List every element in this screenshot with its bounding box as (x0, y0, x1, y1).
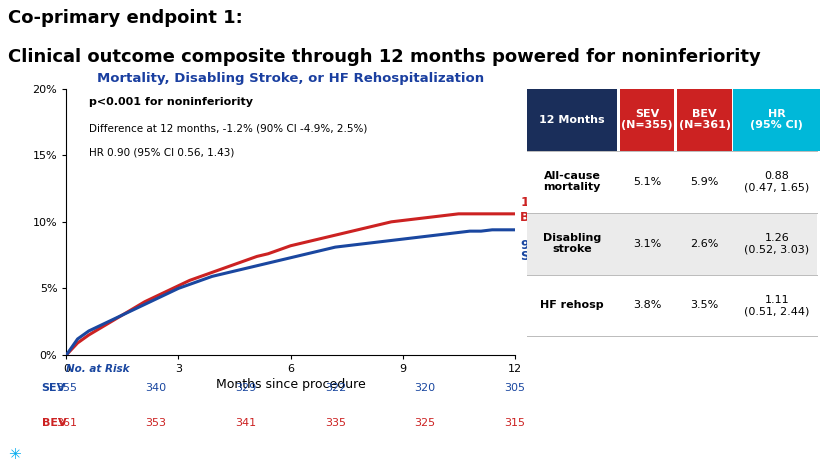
Text: SMART Trial: SMART Trial (46, 448, 129, 461)
Text: BEV: BEV (520, 212, 548, 225)
Text: 9.4%: 9.4% (520, 239, 554, 252)
Text: 335: 335 (325, 418, 346, 428)
Text: HR 0.90 (95% CI 0.56, 1.43): HR 0.90 (95% CI 0.56, 1.43) (89, 147, 234, 157)
X-axis label: Months since procedure: Months since procedure (216, 378, 365, 391)
Text: 12 Months: 12 Months (540, 115, 605, 125)
Text: 305: 305 (504, 383, 525, 393)
Text: HF rehosp: HF rehosp (540, 300, 604, 311)
FancyBboxPatch shape (677, 89, 732, 151)
Text: No. at Risk: No. at Risk (66, 363, 130, 374)
Text: BEV
(N=361): BEV (N=361) (679, 109, 730, 130)
Text: Disabling
stroke: Disabling stroke (543, 233, 601, 255)
Text: 3.5%: 3.5% (691, 300, 719, 311)
FancyBboxPatch shape (527, 275, 818, 336)
Text: 315: 315 (504, 418, 525, 428)
Text: 355: 355 (56, 383, 77, 393)
Title: Mortality, Disabling Stroke, or HF Rehospitalization: Mortality, Disabling Stroke, or HF Rehos… (97, 72, 484, 85)
Text: 341: 341 (235, 418, 256, 428)
Text: SEV
(N=355): SEV (N=355) (622, 109, 673, 130)
Text: HR
(95% CI): HR (95% CI) (750, 109, 803, 130)
Text: 10.6%: 10.6% (520, 196, 564, 208)
Text: 3.8%: 3.8% (633, 300, 662, 311)
FancyBboxPatch shape (527, 89, 617, 151)
FancyBboxPatch shape (620, 89, 675, 151)
Text: 340: 340 (145, 383, 167, 393)
Text: 1.11
(0.51, 2.44): 1.11 (0.51, 2.44) (745, 295, 809, 316)
Text: Difference at 12 months, -1.2% (90% CI -4.9%, 2.5%): Difference at 12 months, -1.2% (90% CI -… (89, 123, 367, 134)
Text: BEV: BEV (42, 418, 66, 428)
Text: 3.1%: 3.1% (633, 239, 662, 248)
FancyBboxPatch shape (734, 89, 820, 151)
Text: 320: 320 (414, 383, 436, 393)
Text: Clinical outcome composite through 12 months powered for noninferiority: Clinical outcome composite through 12 mo… (8, 48, 761, 66)
Text: p<0.001 for noninferiority: p<0.001 for noninferiority (89, 97, 253, 107)
Text: SEV: SEV (520, 250, 547, 263)
Text: ✳: ✳ (8, 447, 22, 462)
Text: Co-primary endpoint 1:: Co-primary endpoint 1: (8, 9, 243, 28)
Text: 5.1%: 5.1% (633, 177, 662, 187)
Text: 0.88
(0.47, 1.65): 0.88 (0.47, 1.65) (745, 171, 809, 192)
Text: 329: 329 (235, 383, 256, 393)
Text: 361: 361 (56, 418, 77, 428)
Text: 353: 353 (145, 418, 167, 428)
FancyBboxPatch shape (527, 151, 818, 212)
Text: 1.26
(0.52, 3.03): 1.26 (0.52, 3.03) (745, 233, 809, 255)
Text: 325: 325 (414, 418, 436, 428)
Text: 322: 322 (325, 383, 346, 393)
Text: All-cause
mortality: All-cause mortality (544, 171, 601, 192)
Text: 2.6%: 2.6% (691, 239, 719, 248)
Text: 5.9%: 5.9% (691, 177, 719, 187)
Text: SEV: SEV (42, 383, 66, 393)
FancyBboxPatch shape (527, 212, 818, 275)
